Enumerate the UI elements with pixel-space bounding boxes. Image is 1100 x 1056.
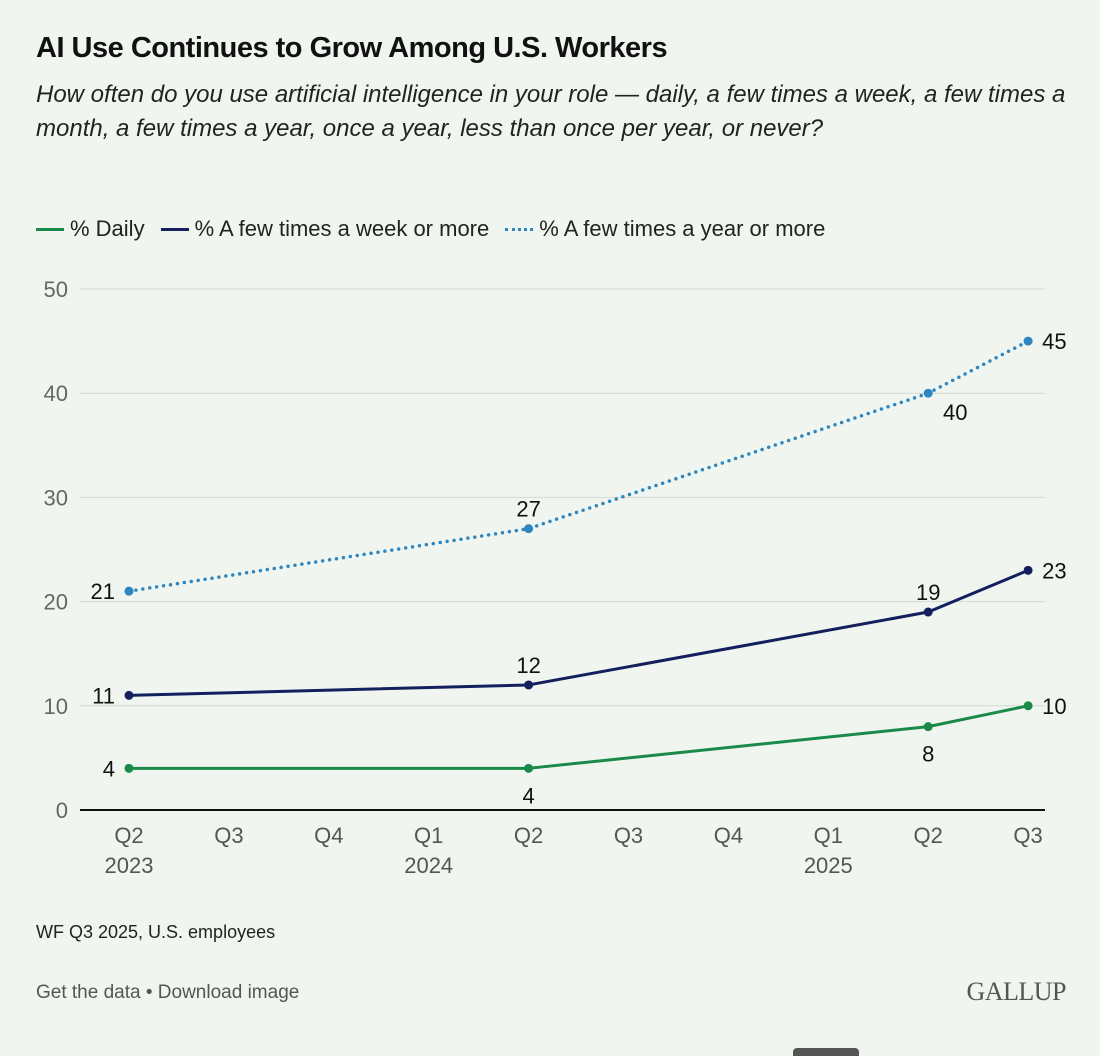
data-label: 11 bbox=[92, 683, 115, 708]
chart-subtitle: How often do you use artificial intellig… bbox=[36, 81, 1066, 142]
series-line-0 bbox=[129, 704, 1029, 770]
legend-label-yearly: % A few times a year or more bbox=[539, 216, 826, 241]
series-line-2 bbox=[127, 339, 1030, 593]
data-label: 4 bbox=[522, 783, 534, 808]
x-tick-label: Q4 bbox=[714, 823, 743, 848]
data-point bbox=[524, 680, 534, 690]
data-point bbox=[124, 690, 134, 700]
scroll-handle[interactable] bbox=[793, 1048, 859, 1056]
chart-title: AI Use Continues to Grow Among U.S. Work… bbox=[36, 32, 668, 64]
data-point bbox=[1023, 336, 1033, 346]
data-label: 4 bbox=[103, 756, 115, 781]
data-label: 10 bbox=[1042, 694, 1066, 719]
legend-item-weekly: % A few times a week or more bbox=[160, 216, 490, 242]
gallup-logo: GALLUP bbox=[966, 977, 1066, 1006]
data-point bbox=[1023, 565, 1033, 575]
x-tick-label: Q4 bbox=[314, 823, 343, 848]
data-label: 40 bbox=[943, 400, 967, 425]
y-tick-label: 50 bbox=[44, 277, 68, 302]
y-tick-label: 10 bbox=[44, 694, 68, 719]
x-tick-label: Q3 bbox=[214, 823, 243, 848]
download-image-link[interactable]: Download image bbox=[157, 982, 300, 1003]
x-tick-label: Q3 bbox=[1013, 823, 1042, 848]
data-label: 45 bbox=[1042, 329, 1066, 354]
legend-swatch-yearly bbox=[505, 227, 534, 231]
x-tick-label: Q2 bbox=[114, 823, 143, 848]
get-data-link[interactable]: Get the data bbox=[36, 982, 141, 1003]
legend-item-daily: % Daily bbox=[36, 216, 145, 242]
data-label: 12 bbox=[516, 653, 540, 678]
x-tick-year-label: 2023 bbox=[105, 853, 154, 878]
link-separator: • bbox=[140, 982, 158, 1003]
x-tick-label: Q1 bbox=[814, 823, 843, 848]
line-chart: 0 10 20 30 40 50 Q2 2023 Q3 Q4 Q1 2024 Q2 Q3 Q4 Q1 2025 Q… bbox=[44, 277, 1067, 878]
data-label: 21 bbox=[91, 579, 115, 604]
x-tick-label: Q1 bbox=[414, 823, 443, 848]
footer-links: Get the data • Download image bbox=[36, 982, 299, 1004]
data-point bbox=[923, 607, 933, 617]
x-tick-label: Q3 bbox=[614, 823, 643, 848]
legend-swatch-daily bbox=[36, 227, 64, 231]
legend-label-daily: % Daily bbox=[70, 216, 145, 241]
x-tick-label: Q2 bbox=[514, 823, 543, 848]
legend: % Daily % A few times a week or more % A… bbox=[36, 216, 841, 242]
x-tick-year-label: 2024 bbox=[404, 853, 453, 878]
legend-item-yearly: % A few times a year or more bbox=[505, 216, 825, 242]
y-tick-label: 40 bbox=[44, 381, 68, 406]
data-point bbox=[524, 763, 534, 773]
data-point bbox=[1023, 701, 1033, 711]
data-point bbox=[124, 586, 134, 596]
legend-swatch-weekly bbox=[160, 227, 189, 231]
data-label: 23 bbox=[1042, 558, 1066, 583]
y-tick-label: 20 bbox=[44, 590, 68, 615]
series-line-1 bbox=[128, 568, 1029, 697]
data-point bbox=[923, 722, 933, 732]
data-label: 8 bbox=[922, 742, 934, 767]
y-tick-label: 30 bbox=[44, 485, 68, 510]
source-note: WF Q3 2025, U.S. employees bbox=[36, 922, 276, 942]
legend-label-weekly: % A few times a week or more bbox=[194, 216, 490, 241]
data-point bbox=[124, 763, 134, 773]
x-tick-label: Q2 bbox=[914, 823, 943, 848]
data-label: 27 bbox=[516, 497, 540, 522]
data-label: 19 bbox=[916, 580, 940, 605]
y-tick-label: 0 bbox=[56, 798, 68, 823]
data-point bbox=[524, 524, 534, 534]
data-point bbox=[923, 388, 933, 398]
x-tick-year-label: 2025 bbox=[804, 853, 853, 878]
